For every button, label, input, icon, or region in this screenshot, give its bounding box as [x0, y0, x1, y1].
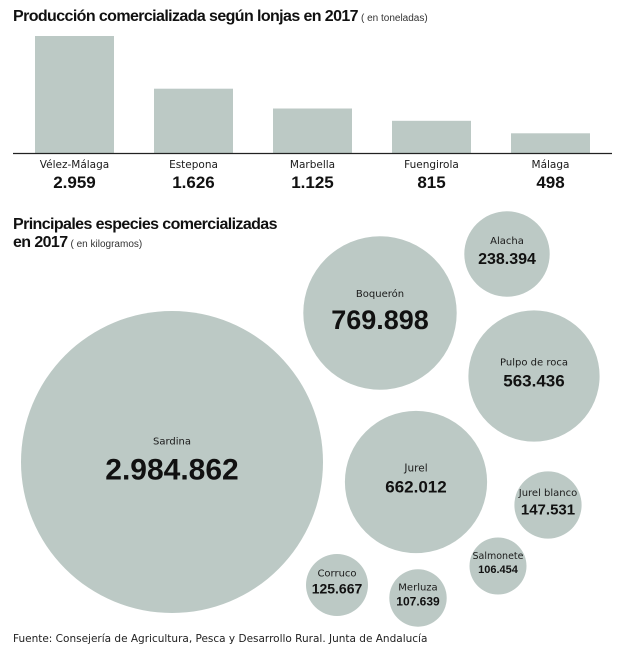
- bar-2: [273, 108, 352, 153]
- bubble-value-label: 107.639: [396, 595, 440, 609]
- bubble-5: [514, 471, 582, 539]
- production-bar-chart: Vélez-Málaga 2.959 Estepona 1.626 Marbella 1.…: [13, 36, 612, 192]
- bar-value-label: 1.626: [172, 173, 215, 192]
- bubble-species-label: Boquerón: [356, 288, 404, 300]
- bubble-6: [306, 554, 368, 616]
- bar-category-label: Estepona: [169, 159, 218, 171]
- bubble-value-label: 147.531: [521, 501, 575, 518]
- bar-value-label: 2.959: [53, 173, 96, 192]
- production-unit-label: ( en toneladas): [360, 13, 428, 24]
- bar-category-label: Marbella: [290, 159, 335, 171]
- bubble-7: [389, 569, 447, 627]
- bubble-value-label: 2.984.862: [105, 454, 238, 487]
- bubble-species-label: Alacha: [490, 236, 524, 247]
- bubble-species-label: Pulpo de roca: [500, 358, 568, 369]
- bubble-species-label: Corruco: [317, 568, 356, 579]
- bar-value-label: 815: [417, 173, 445, 192]
- bar-category-label: Vélez-Málaga: [40, 159, 109, 171]
- bar-value-label: 498: [536, 173, 564, 192]
- bubble-0: [21, 311, 323, 613]
- bubble-species-label: Sardina: [153, 437, 191, 448]
- bubble-8: [469, 537, 527, 595]
- bubble-1: [303, 236, 457, 390]
- species-title-line2: en 2017: [13, 234, 68, 251]
- species-title-line1: Principales especies comercializadas: [13, 216, 278, 233]
- bubble-value-label: 238.394: [478, 251, 536, 268]
- bubble-value-label: 106.454: [478, 564, 519, 576]
- bar-value-label: 1.125: [291, 173, 334, 192]
- bubble-3: [468, 310, 600, 442]
- bar-4: [511, 133, 590, 153]
- bubble-species-label: Salmonete: [473, 551, 524, 562]
- species-unit-label: ( en kilogramos): [70, 239, 143, 250]
- bubble-value-label: 563.436: [503, 371, 564, 390]
- bubble-species-label: Merluza: [398, 582, 437, 593]
- species-chart-title: Principales especies comercializadas en …: [13, 216, 303, 254]
- bubble-value-label: 662.012: [385, 477, 446, 496]
- bubble-species-label: Jurel: [403, 463, 427, 475]
- bar-3: [392, 120, 471, 153]
- bar-1: [154, 88, 233, 153]
- bar-category-label: Málaga: [532, 159, 570, 171]
- source-footnote: Fuente: Consejería de Agricultura, Pesca…: [13, 633, 428, 645]
- production-title-text: Producción comercializada según lonjas e…: [13, 8, 359, 25]
- bubble-value-label: 125.667: [312, 581, 363, 597]
- bar-category-label: Fuengirola: [404, 159, 459, 171]
- bar-0: [35, 36, 114, 153]
- bubble-2: [344, 410, 488, 554]
- bubble-value-label: 769.898: [331, 305, 429, 335]
- production-chart-title: Producción comercializada según lonjas e…: [13, 8, 428, 26]
- bubble-4: [464, 211, 550, 297]
- bubble-species-label: Jurel blanco: [518, 488, 578, 499]
